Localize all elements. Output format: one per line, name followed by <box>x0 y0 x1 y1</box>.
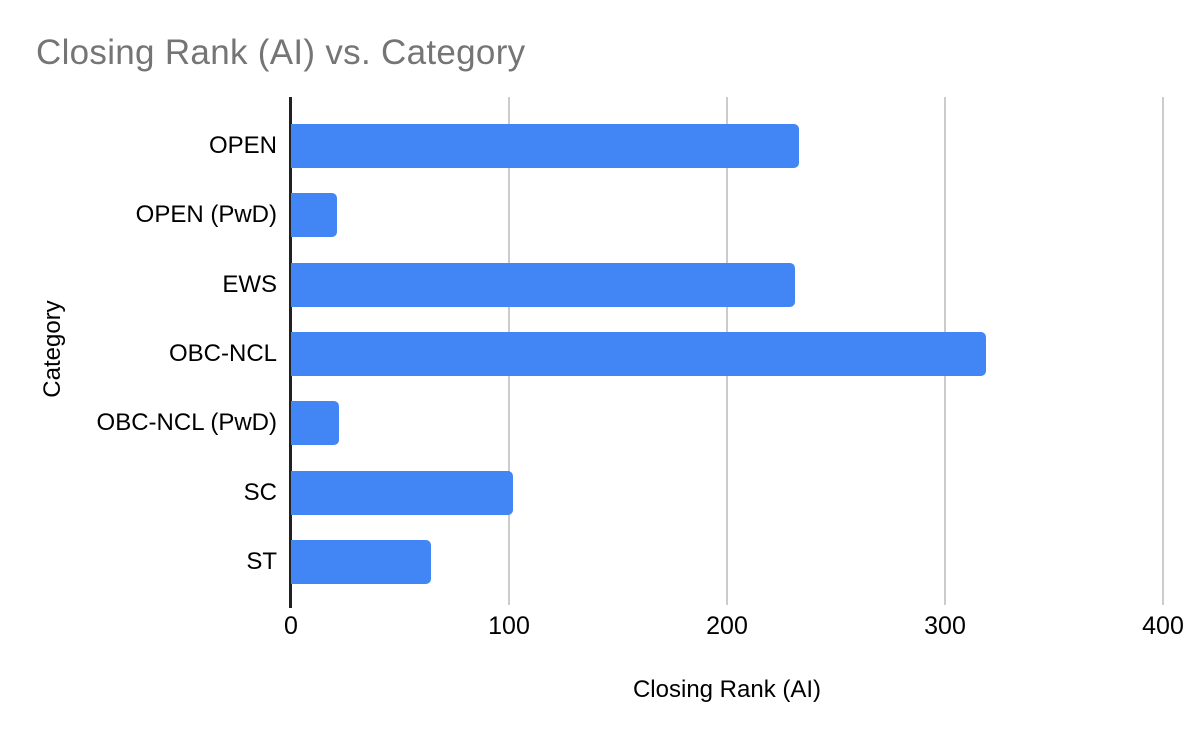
category-label: SC <box>243 478 277 506</box>
bar[interactable] <box>291 123 799 168</box>
bar[interactable] <box>291 193 337 238</box>
bar[interactable] <box>291 401 339 446</box>
category-label: ST <box>246 548 277 576</box>
y-axis-line <box>289 97 292 608</box>
x-tick-label: 400 <box>1142 612 1184 640</box>
bar[interactable] <box>291 332 987 376</box>
chart-title: Closing Rank (AI) vs. Category <box>36 33 526 72</box>
category-label: OPEN <box>208 131 277 159</box>
category-label: EWS <box>222 270 277 298</box>
plot-area <box>289 97 1164 608</box>
x-tick-label: 200 <box>706 612 748 640</box>
x-tick-label: 0 <box>284 612 298 640</box>
bar[interactable] <box>291 470 514 515</box>
x-axis-title: Closing Rank (AI) <box>632 676 822 703</box>
bar[interactable] <box>291 540 431 585</box>
category-label: OBC-NCL <box>168 339 277 367</box>
gridline <box>1162 97 1164 605</box>
category-label: OBC-NCL (PwD) <box>96 409 277 437</box>
x-tick-label: 300 <box>924 612 966 640</box>
category-axis-labels: OPEN OPEN (PwD) EWS OBC-NCL OBC-NCL (PwD) SC S… <box>0 111 277 597</box>
x-tick-label: 100 <box>488 612 530 640</box>
category-label: OPEN (PwD) <box>135 201 277 229</box>
bar[interactable] <box>291 262 795 307</box>
